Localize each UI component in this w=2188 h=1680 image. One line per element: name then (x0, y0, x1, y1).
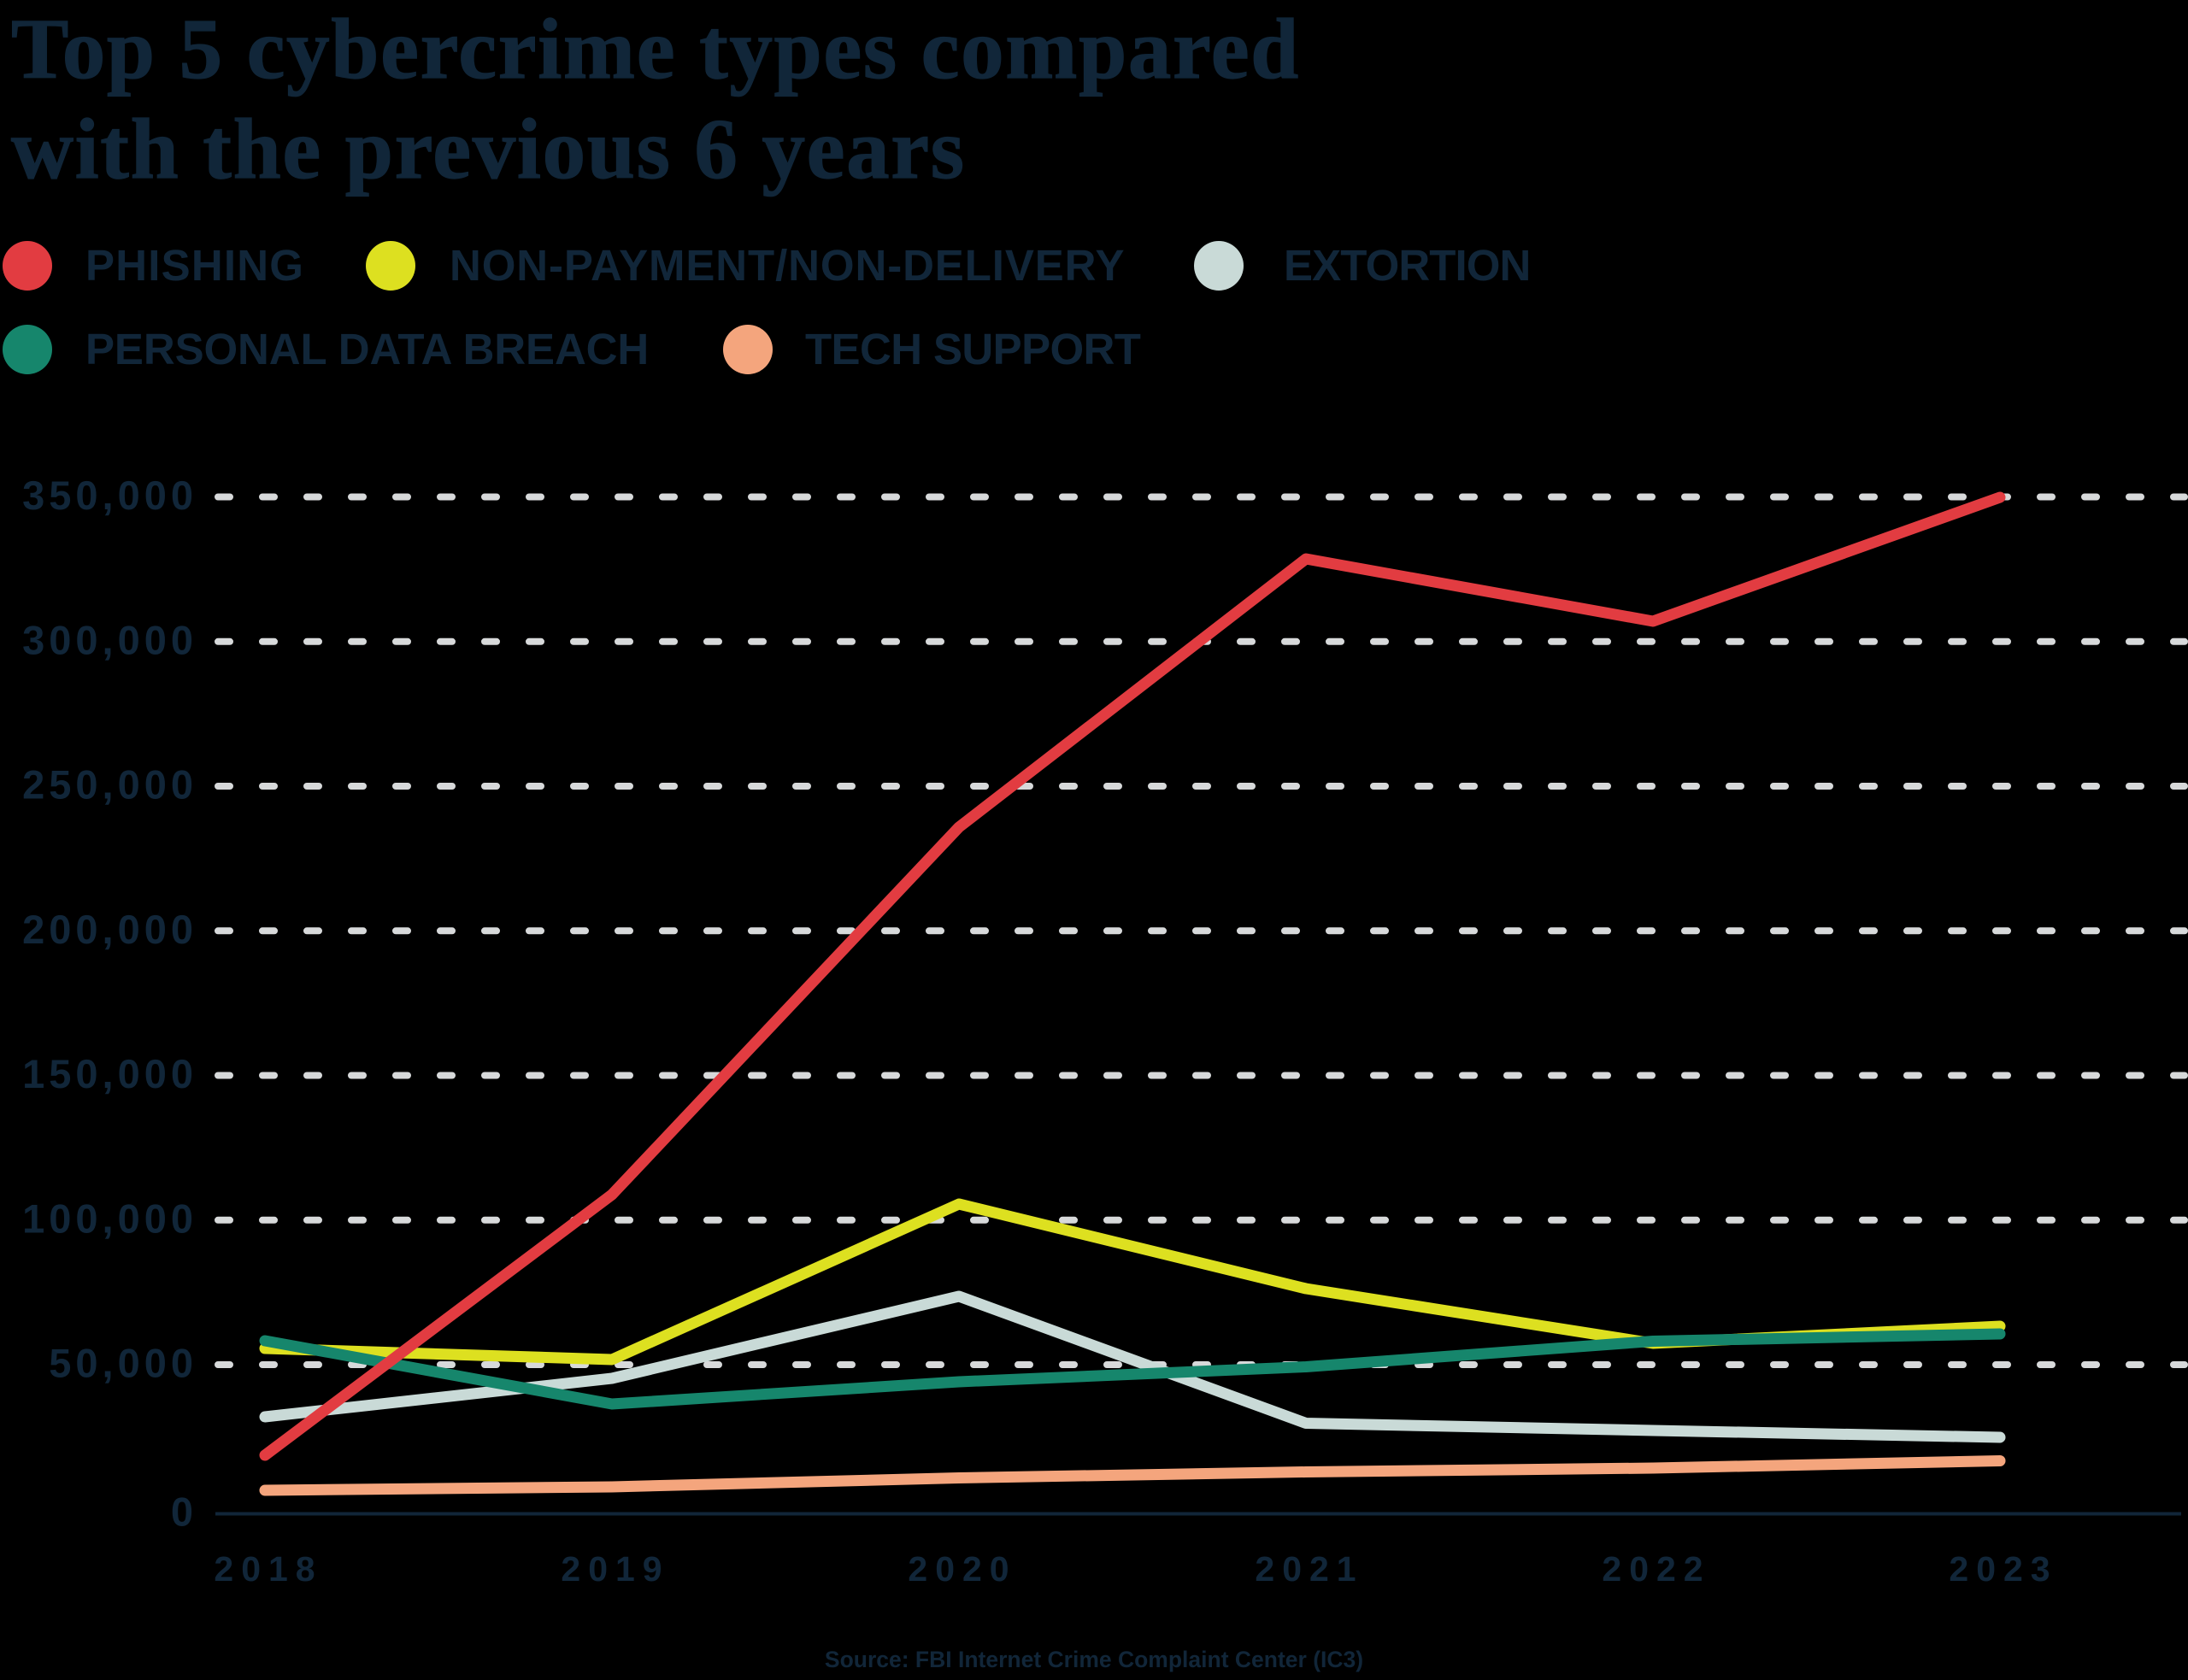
svg-text:300,000: 300,000 (22, 617, 197, 662)
svg-text:100,000: 100,000 (22, 1195, 197, 1241)
svg-text:2023: 2023 (1949, 1549, 2057, 1589)
svg-text:50,000: 50,000 (49, 1341, 197, 1386)
svg-text:2022: 2022 (1602, 1549, 1710, 1589)
svg-text:Source: FBI Internet Crime Com: Source: FBI Internet Crime Complaint Cen… (825, 1647, 1363, 1672)
svg-text:2018: 2018 (214, 1549, 322, 1589)
svg-text:200,000: 200,000 (22, 907, 197, 952)
svg-text:2021: 2021 (1255, 1549, 1363, 1589)
svg-text:2019: 2019 (561, 1549, 669, 1589)
svg-text:2020: 2020 (908, 1549, 1016, 1589)
svg-text:150,000: 150,000 (22, 1051, 197, 1096)
svg-text:250,000: 250,000 (22, 762, 197, 808)
svg-text:350,000: 350,000 (22, 473, 197, 518)
svg-text:0: 0 (171, 1489, 197, 1535)
